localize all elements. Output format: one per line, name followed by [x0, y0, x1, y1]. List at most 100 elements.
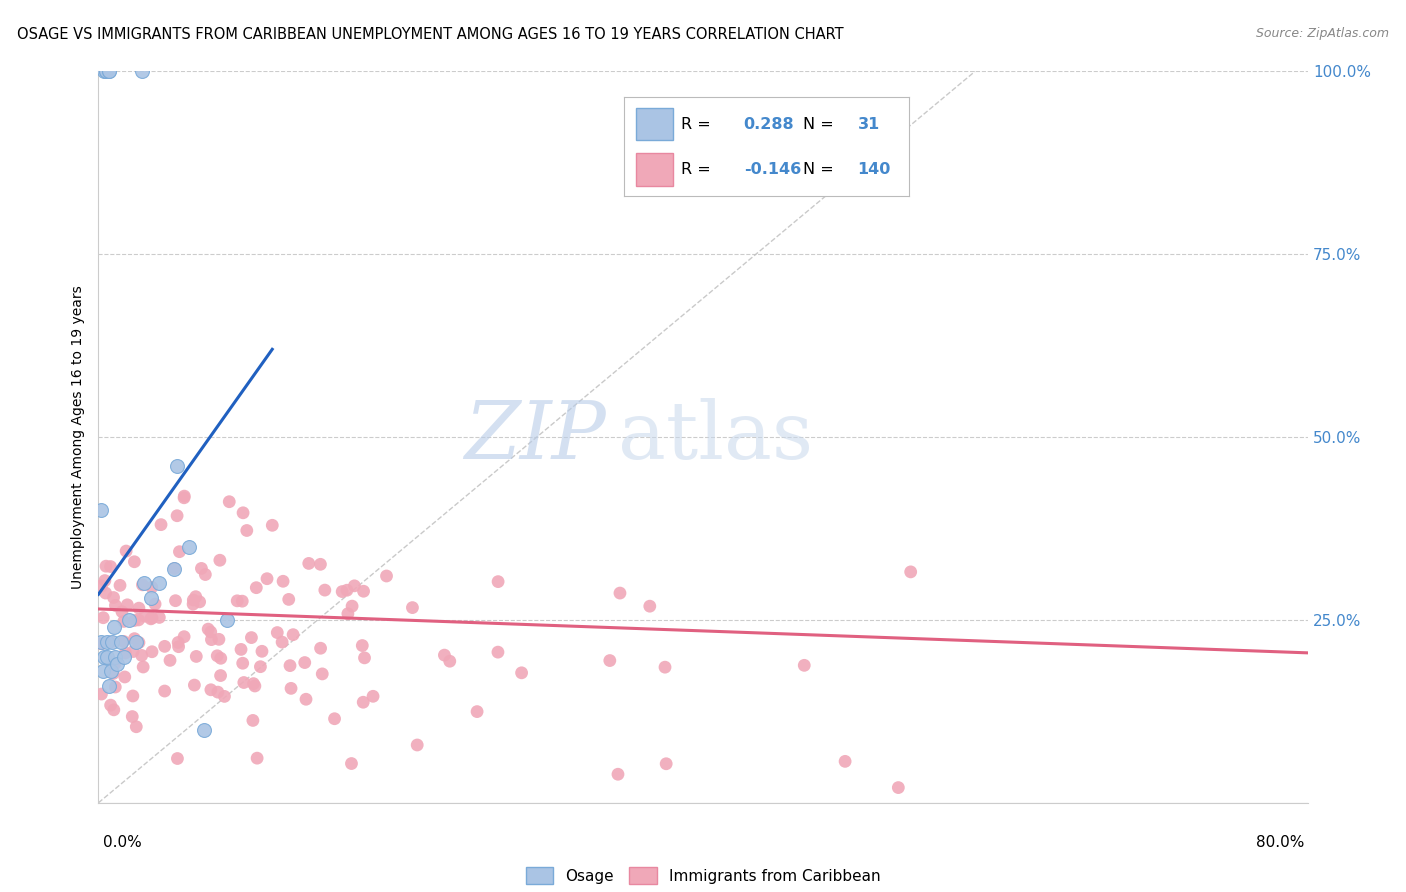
- Point: [90, 687, 112, 701]
- Point: [112, 634, 135, 648]
- Point: [94, 559, 117, 574]
- Point: [131, 578, 153, 592]
- Point: [215, 613, 238, 627]
- Point: [96, 635, 118, 649]
- Point: [218, 494, 240, 508]
- Point: [465, 705, 488, 719]
- Point: [406, 738, 429, 752]
- Point: [834, 755, 856, 769]
- Point: [278, 658, 301, 673]
- Point: [486, 645, 509, 659]
- Point: [256, 572, 278, 586]
- Point: [209, 668, 232, 682]
- Point: [98, 64, 121, 78]
- Point: [336, 607, 359, 621]
- Point: [121, 689, 143, 703]
- Point: [243, 679, 266, 693]
- Point: [114, 646, 136, 660]
- Point: [124, 632, 146, 646]
- Point: [169, 544, 191, 558]
- Point: [141, 611, 163, 625]
- Point: [173, 489, 195, 503]
- Point: [353, 651, 375, 665]
- Point: [246, 751, 269, 765]
- Point: [110, 635, 132, 649]
- Point: [232, 675, 254, 690]
- Point: [340, 599, 363, 614]
- Point: [271, 635, 294, 649]
- Point: [309, 641, 332, 656]
- Point: [166, 508, 188, 523]
- Point: [166, 459, 188, 474]
- Point: [148, 610, 170, 624]
- Point: [159, 653, 181, 667]
- Text: 0.0%: 0.0%: [103, 836, 142, 850]
- Point: [209, 651, 232, 665]
- Point: [343, 579, 366, 593]
- Point: [127, 613, 149, 627]
- Point: [94, 586, 117, 600]
- Point: [125, 720, 148, 734]
- Point: [262, 518, 284, 533]
- Point: [181, 597, 204, 611]
- Point: [183, 678, 205, 692]
- Point: [311, 667, 333, 681]
- Point: [111, 605, 134, 619]
- Point: [98, 679, 121, 693]
- Point: [214, 690, 236, 704]
- Point: [266, 625, 288, 640]
- Point: [94, 574, 117, 588]
- Point: [90, 503, 112, 517]
- Point: [323, 712, 346, 726]
- Point: [655, 756, 678, 771]
- Point: [103, 620, 125, 634]
- Point: [336, 583, 359, 598]
- Point: [654, 660, 676, 674]
- Point: [131, 648, 153, 663]
- Point: [141, 645, 163, 659]
- Point: [103, 591, 125, 605]
- Point: [184, 590, 207, 604]
- Point: [200, 624, 222, 639]
- Point: [90, 637, 112, 651]
- Point: [90, 635, 112, 649]
- Point: [124, 555, 146, 569]
- Point: [124, 614, 146, 628]
- Point: [232, 506, 254, 520]
- Point: [439, 654, 461, 668]
- Point: [510, 665, 533, 680]
- Point: [104, 657, 127, 671]
- Point: [173, 630, 195, 644]
- Point: [143, 597, 166, 611]
- Point: [236, 524, 259, 538]
- Point: [250, 644, 273, 658]
- Point: [100, 559, 122, 574]
- Point: [108, 578, 131, 592]
- Point: [609, 586, 631, 600]
- Point: [200, 682, 222, 697]
- Point: [141, 580, 163, 594]
- Point: [599, 654, 621, 668]
- Point: [165, 593, 187, 607]
- Point: [167, 640, 190, 654]
- Point: [115, 544, 138, 558]
- Point: [280, 681, 302, 696]
- Text: Source: ZipAtlas.com: Source: ZipAtlas.com: [1256, 27, 1389, 40]
- Point: [128, 635, 150, 649]
- Point: [105, 657, 128, 671]
- Point: [132, 660, 155, 674]
- Point: [197, 622, 219, 636]
- Point: [153, 684, 176, 698]
- Point: [433, 648, 456, 662]
- Text: OSAGE VS IMMIGRANTS FROM CARIBBEAN UNEMPLOYMENT AMONG AGES 16 TO 19 YEARS CORREL: OSAGE VS IMMIGRANTS FROM CARIBBEAN UNEMP…: [17, 27, 844, 42]
- Point: [98, 64, 121, 78]
- Point: [232, 657, 254, 671]
- Point: [94, 64, 117, 78]
- Point: [242, 676, 264, 690]
- Point: [249, 659, 271, 673]
- Point: [104, 599, 127, 613]
- Text: 80.0%: 80.0%: [1257, 836, 1305, 850]
- Text: atlas: atlas: [619, 398, 814, 476]
- Point: [132, 576, 155, 591]
- Point: [118, 613, 141, 627]
